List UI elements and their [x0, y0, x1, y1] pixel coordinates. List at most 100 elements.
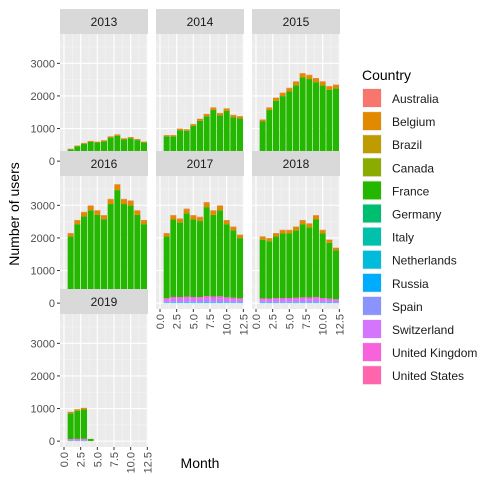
bar-segment-belgium	[286, 88, 292, 91]
bar-segment-united-kingdom	[300, 297, 306, 299]
bar-segment-belgium	[260, 120, 266, 122]
bar-segment-belgium	[190, 124, 196, 126]
bar-segment-belgium	[184, 129, 190, 130]
bar-segment-belgium	[326, 87, 332, 90]
x-tick-label: 10.0	[318, 314, 330, 335]
bar-segment-belgium	[81, 408, 87, 409]
bar-segment-switzerland	[197, 299, 203, 302]
bar-segment-france	[68, 413, 74, 439]
bar-segment-australia	[204, 202, 210, 203]
bar-segment-spain	[210, 301, 216, 302]
bar-segment-france	[273, 237, 279, 299]
bar-segment-france	[224, 224, 230, 297]
legend-label: Russia	[392, 277, 429, 291]
bar-segment-belgium	[88, 206, 94, 210]
bar-segment-united-kingdom	[260, 298, 266, 299]
bar-segment-switzerland	[164, 300, 170, 302]
bar-segment-belgium	[217, 206, 223, 210]
bar-segment-belgium	[280, 230, 286, 233]
bar-segment-france	[260, 240, 266, 299]
legend: Country AustraliaBelgiumBrazilCanadaFran…	[362, 67, 477, 385]
bar-segment-france	[94, 215, 100, 297]
y-tick-label: 0	[49, 156, 55, 168]
bar-segment-switzerland	[170, 299, 176, 302]
bar-segment-belgium	[320, 82, 326, 86]
bar-segment-belgium	[177, 129, 183, 130]
bar-segment-france	[286, 233, 292, 298]
bar-segment-united-kingdom	[286, 298, 292, 299]
bar-segment-france	[164, 237, 170, 299]
bar-segment-switzerland	[224, 299, 230, 301]
bar-segment-belgium	[293, 82, 299, 86]
bar-segment-france	[114, 190, 120, 295]
y-tick-label: 0	[49, 298, 55, 310]
bar-segment-spain	[326, 302, 332, 303]
bar-segment-united-kingdom	[280, 298, 286, 299]
legend-title: Country	[362, 67, 411, 83]
bar-segment-switzerland	[306, 299, 312, 301]
bar-segment-belgium	[81, 143, 87, 144]
bar-segment-united-kingdom	[177, 297, 183, 299]
bar-segment-united-kingdom	[197, 297, 203, 299]
bar-segment-spain	[293, 302, 299, 303]
legend-label: Spain	[392, 300, 423, 314]
legend-swatch-belgium	[363, 112, 381, 130]
y-tick-label: 2000	[31, 233, 55, 245]
bar-segment-united-kingdom	[68, 439, 74, 440]
bar-segment-belgium	[300, 220, 306, 224]
bar-segment-belgium	[94, 142, 100, 143]
bar-segment-belgium	[101, 140, 107, 141]
bar-segment-france	[320, 85, 326, 155]
bar-segment-switzerland	[210, 298, 216, 301]
facet-strip-label: 2018	[283, 157, 310, 171]
bar-segment-france	[326, 90, 332, 156]
bar-segment-france	[81, 410, 87, 439]
bar-segment-belgium	[273, 98, 279, 101]
legend-swatch-russia	[363, 274, 381, 292]
bar-segment-belgium	[184, 209, 190, 213]
legend-label: Belgium	[392, 115, 435, 129]
legend-swatch-netherlands	[363, 251, 381, 269]
bar-segment-switzerland	[266, 300, 272, 302]
bar-segment-france	[293, 230, 299, 297]
bar-segment-france	[333, 250, 339, 299]
bar-segment-france	[306, 79, 312, 155]
y-axis-title: Number of users	[6, 162, 22, 265]
bar-segment-spain	[286, 302, 292, 303]
bar-segment-united-kingdom	[266, 299, 272, 300]
bar-segment-france	[74, 411, 80, 439]
bar-segment-united-kingdom	[326, 299, 332, 300]
bar-segment-switzerland	[313, 299, 319, 302]
bar-segment-belgium	[128, 137, 134, 138]
facet-strip-label: 2013	[91, 15, 118, 29]
bar-segment-france	[134, 215, 140, 297]
bar-segment-switzerland	[217, 298, 223, 301]
bar-segment-belgium	[306, 224, 312, 228]
bar-segment-belgium	[333, 248, 339, 250]
bar-segment-belgium	[237, 235, 243, 238]
bar-segment-france	[217, 210, 223, 296]
bar-segment-belgium	[204, 114, 210, 116]
bar-segment-spain	[224, 301, 230, 302]
bar-segment-united-kingdom	[320, 298, 326, 299]
x-tick-label: 12.5	[142, 452, 154, 473]
x-tick-label: 2.5	[172, 314, 184, 329]
bar-segment-belgium	[68, 149, 74, 150]
bar-segment-spain	[266, 302, 272, 303]
bar-segment-spain	[164, 302, 170, 303]
bar-segment-france	[81, 216, 87, 296]
y-tick-label: 1000	[31, 266, 55, 278]
bar-segment-france	[204, 207, 210, 296]
bar-segment-france	[293, 85, 299, 155]
bar-segment-france	[210, 110, 216, 157]
bar-segment-belgium	[313, 216, 319, 220]
bar-segment-france	[230, 230, 236, 297]
bar-segment-united-kingdom	[164, 298, 170, 299]
legend-label: United States	[392, 369, 464, 383]
bar-segment-switzerland	[260, 300, 266, 302]
x-tick-label: 0.0	[59, 452, 71, 467]
bar-segment-united-kingdom	[333, 299, 339, 300]
